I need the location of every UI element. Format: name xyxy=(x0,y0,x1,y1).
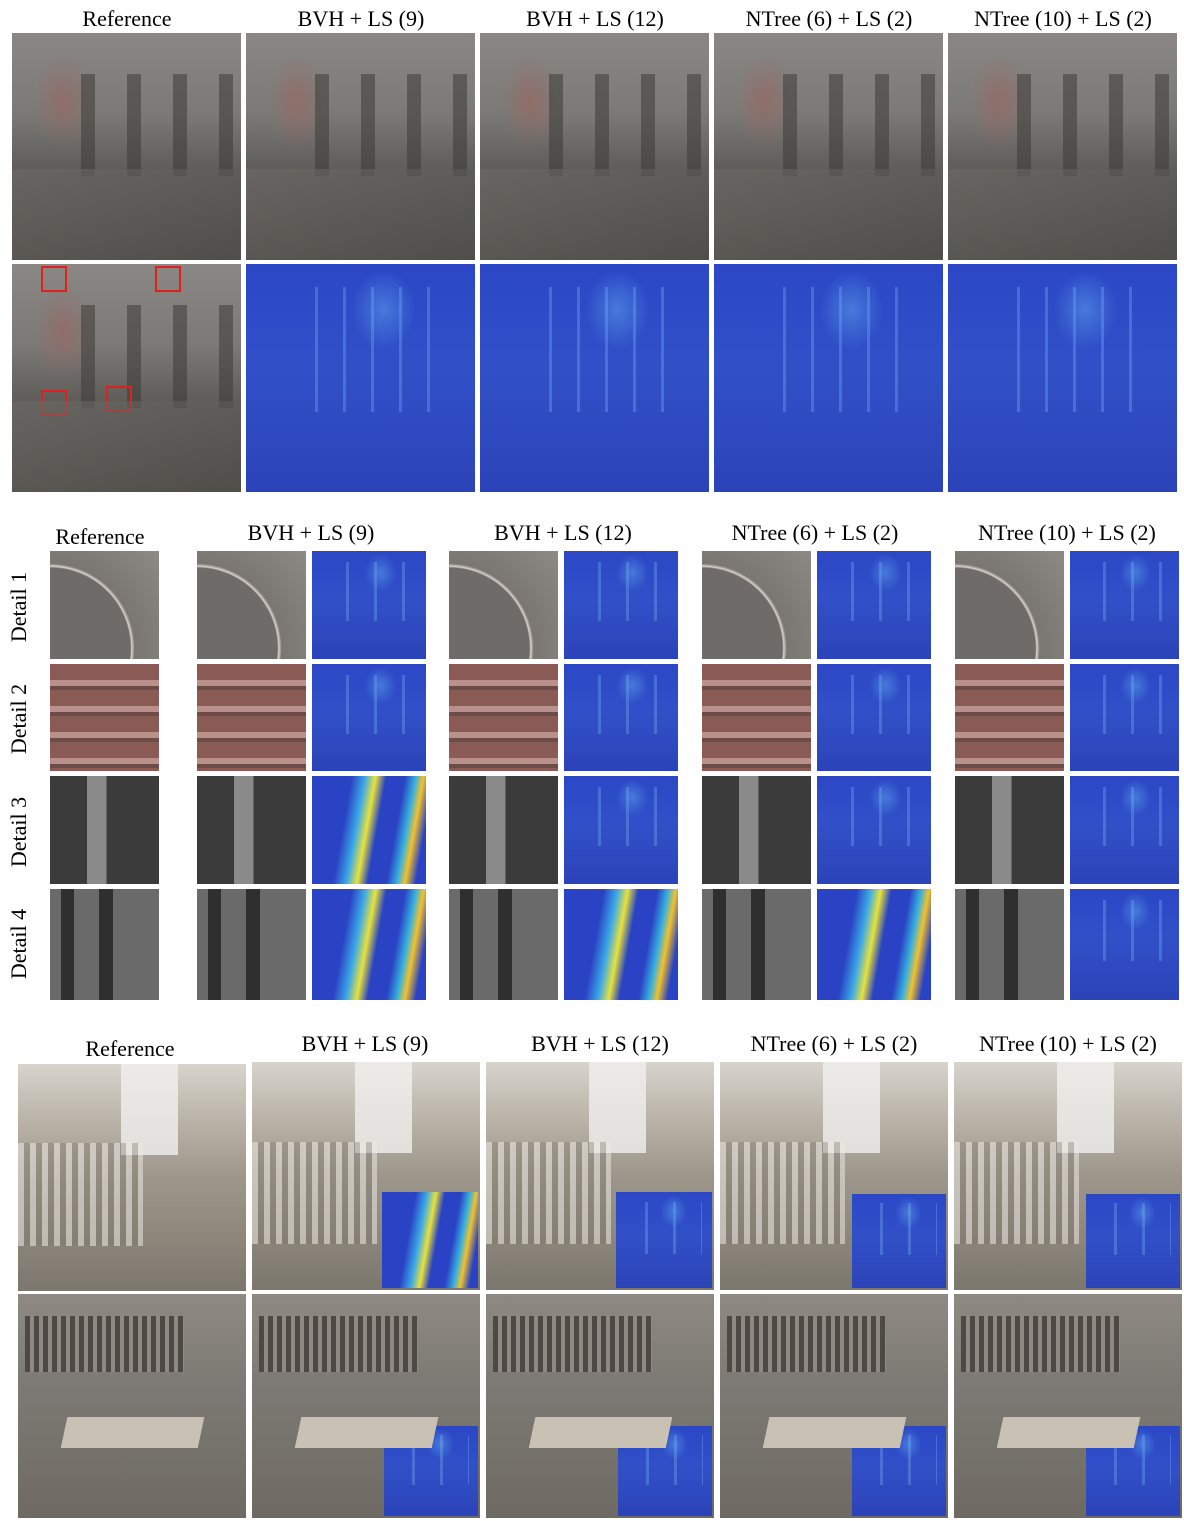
top-bvh9-render xyxy=(246,33,475,260)
sibenik-bvh12-error-inset xyxy=(616,1192,712,1288)
bottom-sibenik-reference xyxy=(18,1064,246,1291)
detail2-bvh9-error xyxy=(312,664,426,771)
detail4-ntree10-error xyxy=(1070,889,1179,1000)
top-bvh12-error-map xyxy=(480,264,709,492)
detail1-ntree10 xyxy=(955,551,1064,659)
detail-header-ntree10: NTree (10) + LS (2) xyxy=(978,520,1156,545)
top-bvh9-error-map xyxy=(246,264,475,492)
bottom-sibenik-bvh12 xyxy=(486,1062,714,1290)
detail2-ntree6-error xyxy=(817,664,931,771)
detail3-bvh12-error xyxy=(564,776,678,884)
bottom-conference-bvh12 xyxy=(486,1294,714,1518)
detail1-bvh9-error xyxy=(312,551,426,659)
detail-box-3 xyxy=(41,390,67,416)
top-ntree10-render xyxy=(948,33,1177,260)
detail2-ntree10-error xyxy=(1070,664,1179,771)
detail2-bvh12 xyxy=(449,664,558,771)
top-reference-render xyxy=(12,33,241,260)
detail1-reference xyxy=(50,551,159,659)
conference-bvh12-error-inset xyxy=(618,1426,712,1516)
detail4-ntree6 xyxy=(702,889,811,1000)
detail-header-ntree6: NTree (6) + LS (2) xyxy=(731,520,899,545)
detail1-bvh9 xyxy=(197,551,306,659)
detail-header-reference: Reference xyxy=(55,524,145,549)
top-ntree6-error-map xyxy=(714,264,943,492)
detail-row-label-4: Detail 4 xyxy=(6,908,31,980)
top-ntree10-error-map xyxy=(948,264,1177,492)
detail-header-bvh9: BVH + LS (9) xyxy=(247,520,375,545)
bottom-header-reference: Reference xyxy=(85,1036,175,1061)
detail4-bvh12-error xyxy=(564,889,678,1000)
detail3-ntree6 xyxy=(702,776,811,884)
detail4-bvh9 xyxy=(197,889,306,1000)
detail3-ntree10 xyxy=(955,776,1064,884)
sibenik-ntree6-error-inset xyxy=(852,1194,946,1288)
bottom-header-ntree6: NTree (6) + LS (2) xyxy=(750,1031,918,1056)
detail-box-1 xyxy=(41,266,67,292)
top-header-bvh12: BVH + LS (12) xyxy=(526,6,664,31)
top-header-ntree6: NTree (6) + LS (2) xyxy=(745,6,913,31)
detail-row-label-2: Detail 2 xyxy=(6,683,31,755)
detail1-ntree10-error xyxy=(1070,551,1179,659)
detail2-ntree6 xyxy=(702,664,811,771)
detail2-reference xyxy=(50,664,159,771)
detail1-bvh12-error xyxy=(564,551,678,659)
detail-header-bvh12: BVH + LS (12) xyxy=(494,520,632,545)
sibenik-bvh9-error-inset xyxy=(382,1192,478,1288)
bottom-conference-reference xyxy=(18,1294,246,1518)
detail-box-2 xyxy=(155,266,181,292)
detail4-bvh9-error xyxy=(312,889,426,1000)
top-reference-with-boxes xyxy=(12,264,241,492)
bottom-sibenik-ntree6 xyxy=(720,1062,948,1290)
detail-row-label-1: Detail 1 xyxy=(6,571,31,643)
bottom-header-bvh12: BVH + LS (12) xyxy=(531,1031,669,1056)
top-header-ntree10: NTree (10) + LS (2) xyxy=(974,6,1152,31)
detail3-bvh9-error xyxy=(312,776,426,884)
detail2-bvh12-error xyxy=(564,664,678,771)
detail4-reference xyxy=(50,889,159,1000)
bottom-header-ntree10: NTree (10) + LS (2) xyxy=(979,1031,1157,1056)
detail-box-4 xyxy=(106,386,132,412)
detail1-bvh12 xyxy=(449,551,558,659)
bottom-sibenik-ntree10 xyxy=(954,1062,1182,1290)
detail1-ntree6-error xyxy=(817,551,931,659)
detail3-bvh9 xyxy=(197,776,306,884)
detail3-ntree6-error xyxy=(817,776,931,884)
conference-ntree10-error-inset xyxy=(1086,1426,1180,1516)
conference-ntree6-error-inset xyxy=(852,1426,946,1516)
bottom-header-bvh9: BVH + LS (9) xyxy=(301,1031,429,1056)
detail4-ntree6-error xyxy=(817,889,931,1000)
detail2-bvh9 xyxy=(197,664,306,771)
top-header-bvh9: BVH + LS (9) xyxy=(297,6,425,31)
detail-row-label-3: Detail 3 xyxy=(6,796,31,868)
sibenik-ntree10-error-inset xyxy=(1086,1194,1180,1288)
detail3-bvh12 xyxy=(449,776,558,884)
detail3-ntree10-error xyxy=(1070,776,1179,884)
detail2-ntree10 xyxy=(955,664,1064,771)
bottom-conference-ntree10 xyxy=(954,1294,1182,1518)
bottom-conference-bvh9 xyxy=(252,1294,480,1518)
top-ntree6-render xyxy=(714,33,943,260)
conference-bvh9-error-inset xyxy=(384,1426,478,1516)
detail4-ntree10 xyxy=(955,889,1064,1000)
bottom-sibenik-bvh9 xyxy=(252,1062,480,1290)
top-bvh12-render xyxy=(480,33,709,260)
detail3-reference xyxy=(50,776,159,884)
detail1-ntree6 xyxy=(702,551,811,659)
detail4-bvh12 xyxy=(449,889,558,1000)
top-header-reference: Reference xyxy=(82,6,172,31)
bottom-conference-ntree6 xyxy=(720,1294,948,1518)
